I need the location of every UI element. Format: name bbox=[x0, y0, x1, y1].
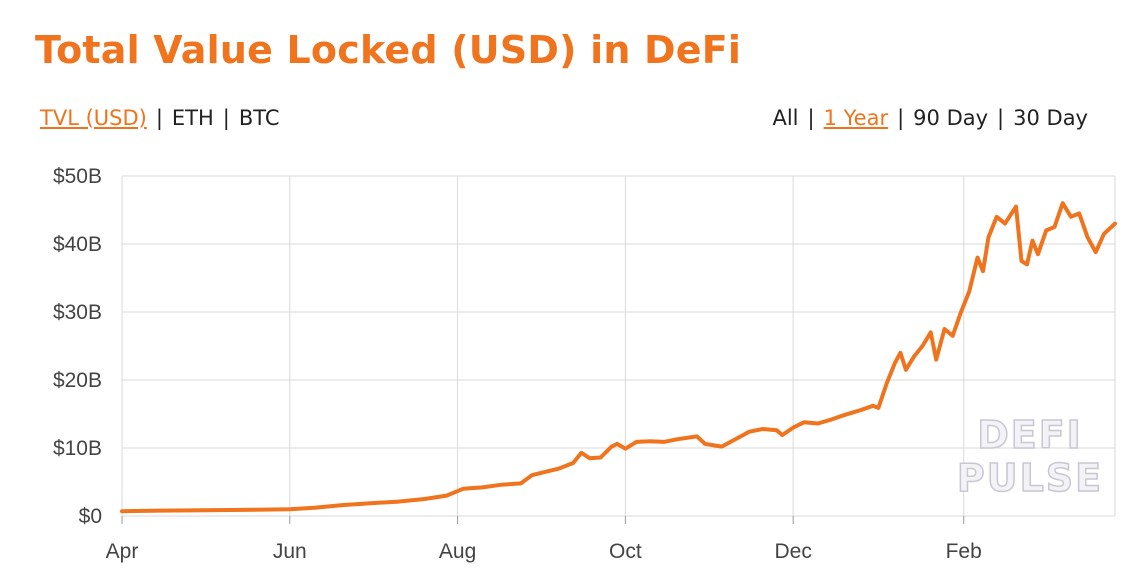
separator: | bbox=[807, 106, 815, 130]
range-selector: All | 1 Year | 90 Day | 30 Day bbox=[772, 106, 1088, 130]
chart-grid bbox=[121, 175, 1116, 517]
range-all[interactable]: All bbox=[772, 106, 799, 130]
separator: | bbox=[155, 106, 163, 130]
watermark-line-2: PULSE bbox=[957, 456, 1103, 500]
x-tick-label: Aug bbox=[439, 540, 476, 563]
y-tick-label: $10B bbox=[53, 437, 102, 460]
y-tick-label: $0 bbox=[79, 505, 102, 528]
x-tick-label: Jun bbox=[273, 540, 307, 563]
x-axis: Apr Jun Aug Oct Dec Feb bbox=[106, 516, 982, 563]
y-tick-label: $50B bbox=[53, 165, 102, 188]
metric-selector: TVL (USD) | ETH | BTC bbox=[40, 106, 280, 130]
separator: | bbox=[222, 106, 230, 130]
page-title: Total Value Locked (USD) in DeFi bbox=[35, 28, 742, 72]
y-tick-label: $40B bbox=[53, 233, 102, 256]
tab-eth[interactable]: ETH bbox=[171, 106, 214, 130]
range-90-day[interactable]: 90 Day bbox=[913, 106, 989, 130]
x-tick-label: Dec bbox=[774, 540, 811, 563]
y-tick-label: $20B bbox=[53, 369, 102, 392]
watermark-line-1: DEFI bbox=[977, 413, 1083, 457]
x-tick-label: Oct bbox=[609, 540, 642, 563]
tab-btc[interactable]: BTC bbox=[238, 106, 280, 130]
tvl-series-line bbox=[120, 201, 1117, 514]
separator: | bbox=[897, 106, 905, 130]
range-1-year[interactable]: 1 Year bbox=[823, 106, 889, 130]
separator: | bbox=[997, 106, 1005, 130]
y-axis: $0 $10B $20B $30B $40B $50B bbox=[53, 165, 102, 528]
y-tick-label: $30B bbox=[53, 301, 102, 324]
x-tick-label: Apr bbox=[106, 540, 139, 563]
range-30-day[interactable]: 30 Day bbox=[1013, 106, 1088, 130]
x-tick-label: Feb bbox=[946, 540, 982, 563]
tab-tvl-usd[interactable]: TVL (USD) bbox=[40, 106, 147, 130]
defi-pulse-watermark: DEFI PULSE bbox=[956, 412, 1103, 501]
series-group bbox=[120, 201, 1117, 514]
